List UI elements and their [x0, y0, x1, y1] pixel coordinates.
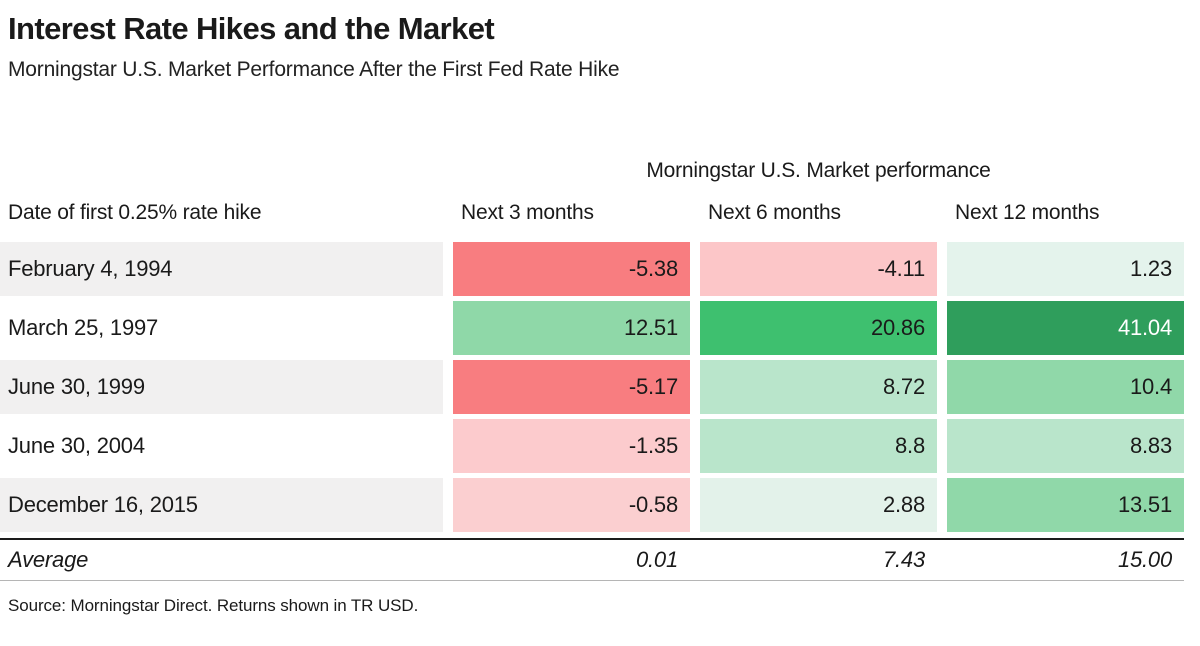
value-cell: -5.38	[453, 242, 690, 297]
source-note: Source: Morningstar Direct. Returns show…	[8, 596, 419, 616]
table-row: June 30, 1999 -5.17 8.72 10.4	[0, 360, 1184, 415]
value-cell: 1.23	[947, 242, 1184, 297]
group-header: Morningstar U.S. Market performance	[646, 159, 991, 183]
value-cell: 41.04	[947, 301, 1184, 356]
value-cell: 12.51	[453, 301, 690, 356]
value-cell: -1.35	[453, 419, 690, 474]
column-header-6mo: Next 6 months	[708, 201, 841, 225]
date-cell: March 25, 1997	[0, 301, 443, 356]
value-cell: -4.11	[700, 242, 937, 297]
table-row: February 4, 1994 -5.38 -4.11 1.23	[0, 242, 1184, 297]
column-header-row: Date of first 0.25% rate hike Next 3 mon…	[0, 200, 1184, 226]
value-cell: 8.8	[700, 419, 937, 474]
average-label: Average	[8, 547, 89, 573]
group-header-row: Morningstar U.S. Market performance	[0, 158, 1184, 184]
value-cell: 20.86	[700, 301, 937, 356]
table-body: February 4, 1994 -5.38 -4.11 1.23 March …	[0, 242, 1184, 533]
average-value-12mo: 15.00	[1117, 547, 1172, 573]
chart-title: Interest Rate Hikes and the Market	[8, 11, 495, 46]
date-cell: February 4, 1994	[0, 242, 443, 297]
chart-subtitle: Morningstar U.S. Market Performance Afte…	[8, 58, 620, 82]
group-header-spacer	[0, 158, 443, 184]
table-row: June 30, 2004 -1.35 8.8 8.83	[0, 419, 1184, 474]
date-cell: December 16, 2015	[0, 478, 443, 533]
table-row: December 16, 2015 -0.58 2.88 13.51	[0, 478, 1184, 533]
value-cell: 8.83	[947, 419, 1184, 474]
average-row: Average 0.01 7.43 15.00	[0, 540, 1184, 580]
average-value-6mo: 7.43	[882, 547, 925, 573]
column-header-12mo: Next 12 months	[955, 201, 1100, 225]
value-cell: -5.17	[453, 360, 690, 415]
value-cell: 10.4	[947, 360, 1184, 415]
value-cell: 8.72	[700, 360, 937, 415]
value-cell: 13.51	[947, 478, 1184, 533]
performance-table: Morningstar U.S. Market performance Date…	[0, 158, 1184, 582]
date-cell: June 30, 1999	[0, 360, 443, 415]
column-header-3mo: Next 3 months	[461, 201, 594, 225]
value-cell: 2.88	[700, 478, 937, 533]
date-cell: June 30, 2004	[0, 419, 443, 474]
column-header-date: Date of first 0.25% rate hike	[8, 201, 262, 225]
table-row: March 25, 1997 12.51 20.86 41.04	[0, 301, 1184, 356]
average-value-3mo: 0.01	[635, 547, 678, 573]
table-bottom-rule	[0, 580, 1184, 582]
average-divider	[0, 538, 1184, 541]
value-cell: -0.58	[453, 478, 690, 533]
